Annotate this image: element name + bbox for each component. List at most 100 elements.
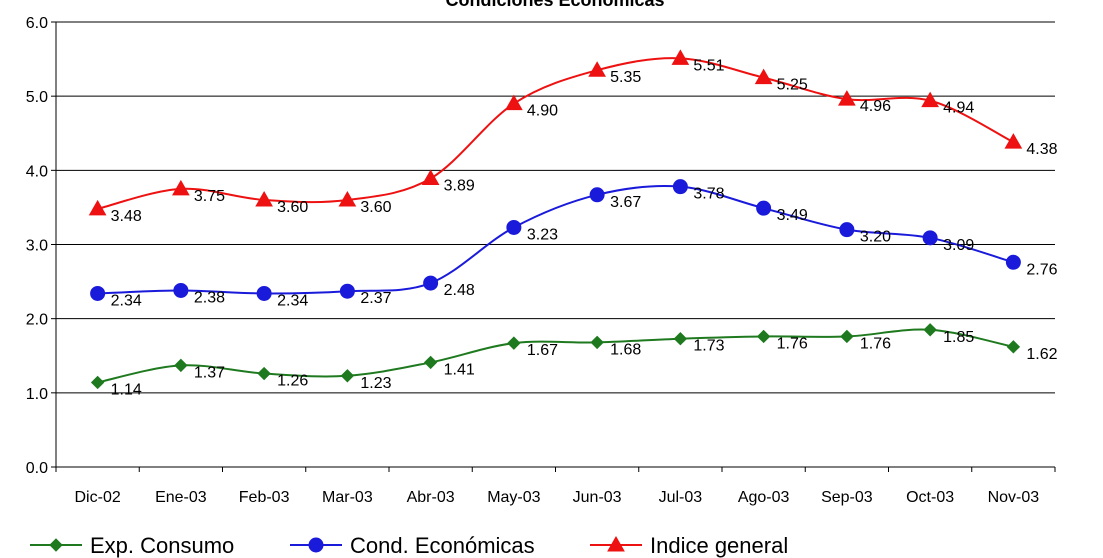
data-point [839,222,855,238]
x-tick-label: Jul-03 [659,489,703,506]
y-tick-label: 0.0 [26,460,48,477]
data-label: 4.38 [1026,141,1057,158]
data-point [256,285,272,301]
data-point [838,90,856,106]
series-line [97,57,1014,210]
chart-title: Condiciones Económicas [445,0,664,10]
data-point [671,49,690,65]
data-point [921,91,939,108]
data-label: 1.37 [194,364,225,381]
data-point [421,169,440,185]
data-point [423,275,439,291]
data-point [507,336,521,350]
data-label: 3.20 [860,229,891,246]
data-label: 3.48 [111,208,142,225]
data-point [756,329,771,344]
data-label: 1.23 [360,375,391,392]
data-point [90,285,106,301]
legend: Exp. Consumo Cond. Económicas Indice gener… [30,533,788,558]
data-point [338,190,357,207]
x-tick-label: Jun-03 [573,489,622,506]
data-label: 1.41 [444,361,475,378]
data-label: 2.34 [111,292,142,309]
data-point [590,335,604,350]
data-point [672,179,688,195]
data-label: 1.76 [777,335,808,352]
data-point [1006,340,1021,354]
legend-label: Cond. Económicas [350,533,535,558]
data-point [673,331,688,346]
data-point [339,283,355,299]
data-label: 1.14 [111,381,142,398]
legend-label: Indice general [650,533,788,558]
data-point [840,329,854,344]
data-label: 1.85 [943,329,974,346]
legend-marker [49,538,63,552]
data-label: 1.67 [527,342,558,359]
data-point [1004,133,1023,149]
data-label: 1.76 [860,335,891,352]
data-label: 3.09 [943,237,974,254]
x-tick-label: Dic-02 [75,489,121,506]
y-axis-ticks: 0.0 1.0 2.0 3.0 4.0 5.0 6.0 [26,15,56,477]
data-label: 2.76 [1026,261,1057,278]
data-point [754,68,773,85]
data-label: 2.48 [444,282,475,299]
data-point [923,323,937,337]
data-point [505,94,523,111]
data-point [174,358,188,373]
data-point [90,375,105,390]
data-point [756,200,772,216]
y-tick-label: 4.0 [26,163,48,180]
data-label: 3.89 [444,177,475,194]
x-tick-label: Nov-03 [988,489,1040,506]
x-tick-label: Sep-03 [821,489,873,506]
legend-marker [308,537,324,553]
legend-label: Exp. Consumo [90,533,234,558]
data-point [589,187,605,203]
x-tick-label: May-03 [487,489,540,506]
data-point [172,179,190,196]
data-label: 5.25 [777,77,808,94]
data-label: 5.51 [693,57,724,74]
x-tick-label: Ago-03 [738,489,790,506]
x-tick-label: Mar-03 [322,489,373,506]
y-tick-label: 2.0 [26,312,48,329]
data-label: 3.23 [527,226,558,243]
data-label: 3.60 [277,199,308,216]
data-labels: 1.14 1.37 1.26 1.23 1.41 1.67 1.68 1.73 1.76 1.76… [111,57,1058,398]
y-tick-label: 3.0 [26,238,48,255]
y-tick-label: 6.0 [26,15,48,32]
data-point [506,219,522,235]
gridlines [56,21,1055,394]
data-point [423,355,438,370]
series-group [88,49,1023,390]
data-label: 2.38 [194,289,225,306]
data-point [922,230,938,246]
x-tick-label: Feb-03 [239,489,290,506]
y-tick-label: 5.0 [26,89,48,106]
data-point [173,282,189,298]
data-label: 4.90 [527,103,558,120]
data-label: 2.37 [360,290,391,307]
data-point [88,199,107,216]
x-tick-label: Oct-03 [906,489,954,506]
data-label: 4.96 [860,98,891,115]
data-label: 1.62 [1026,346,1057,363]
x-tick-label: Abr-03 [407,489,455,506]
data-point [588,61,606,77]
data-label: 3.75 [194,188,225,205]
data-point [257,366,271,381]
data-label: 3.67 [610,194,641,211]
data-label: 1.73 [693,338,724,355]
x-tick-label: Ene-03 [155,489,207,506]
data-point [1005,254,1021,270]
x-axis-ticks: Dic-02 Ene-03 Feb-03 Mar-03 Abr-03 May-03 Jun-… [55,467,1056,506]
data-label: 4.94 [943,100,974,117]
legend-marker [607,535,625,552]
data-label: 5.35 [610,69,641,86]
data-label: 3.78 [693,186,724,203]
data-point [340,369,355,383]
series-line [97,328,1014,384]
